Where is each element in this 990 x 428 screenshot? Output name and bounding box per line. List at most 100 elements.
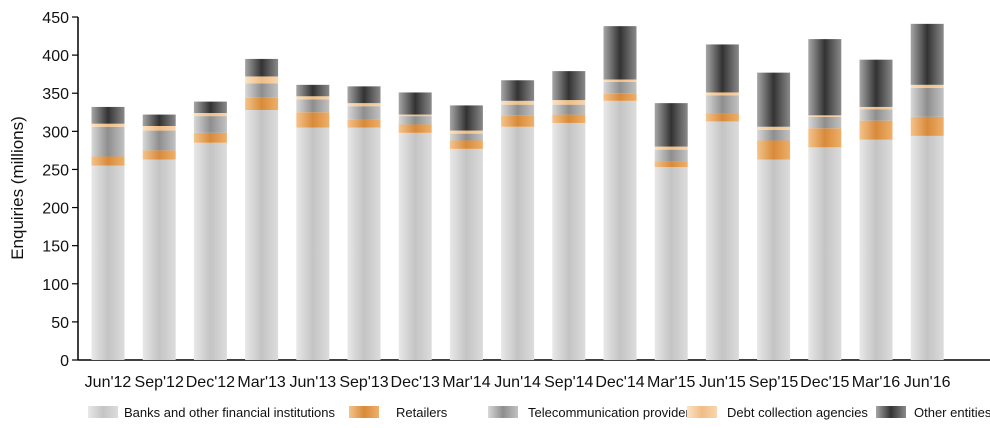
y-tick-label: 300 (42, 124, 69, 141)
bar-stack (347, 86, 381, 361)
legend-item: Debt collection agencies (687, 405, 868, 420)
y-tick-label: 100 (42, 277, 69, 294)
y-tick-label: 150 (42, 239, 69, 256)
bar-stack (91, 106, 125, 360)
bar-segment (654, 146, 688, 150)
bar-segment (603, 26, 637, 80)
bar-stack (705, 44, 739, 361)
bar-segment (347, 127, 381, 361)
legend-label: Debt collection agencies (727, 405, 868, 420)
x-tick-label: Jun'15 (699, 374, 746, 391)
bar-segment (193, 116, 227, 133)
x-tick-label: Jun'13 (289, 374, 336, 391)
bar-segment (910, 135, 944, 360)
x-tick-label: Sep'13 (339, 374, 388, 391)
bar-segment (398, 132, 432, 360)
bar-stack (449, 105, 483, 360)
bar-segment (449, 130, 483, 134)
x-tick-label: Dec'14 (595, 374, 644, 391)
bar-segment (501, 104, 535, 116)
legend-item: Other entities (876, 405, 990, 420)
bar-segment (398, 124, 432, 133)
bar-segment (193, 113, 227, 117)
bar-segment (552, 114, 586, 123)
legend-item: Banks and other financial institutions (88, 405, 336, 420)
x-tick-label: Dec'13 (391, 374, 440, 391)
legend-label: Retailers (396, 405, 448, 420)
bar-segment (757, 140, 791, 160)
bar-stack (808, 39, 842, 360)
legend-swatch (876, 406, 906, 418)
bar-segment (808, 128, 842, 148)
bar-stack (245, 58, 279, 360)
bars (91, 23, 944, 361)
bar-segment (603, 79, 637, 82)
bar-segment (398, 116, 432, 125)
bar-stack (552, 71, 586, 361)
x-tick-label: Dec'15 (800, 374, 849, 391)
y-tick-label: 450 (42, 10, 69, 27)
legend-swatch (488, 406, 518, 418)
bar-segment (705, 44, 739, 93)
x-tick-label: Jun'12 (85, 374, 132, 391)
bar-segment (501, 80, 535, 101)
legend-swatch (349, 406, 379, 418)
bar-segment (501, 115, 535, 127)
y-tick-label: 250 (42, 162, 69, 179)
bar-segment (808, 115, 842, 117)
bar-stack (654, 103, 688, 360)
bar-segment (296, 99, 330, 113)
bar-segment (449, 140, 483, 149)
x-tick-label: Mar'14 (442, 374, 491, 391)
legend: Banks and other financial institutions Re… (88, 405, 990, 420)
x-tick-label: Sep'15 (749, 374, 798, 391)
bar-segment (552, 100, 586, 105)
bar-segment (859, 120, 893, 140)
bar-segment (910, 23, 944, 85)
bar-segment (296, 127, 330, 361)
bar-segment (910, 84, 944, 88)
bar-segment (552, 104, 586, 115)
bar-segment (347, 119, 381, 128)
bar-segment (705, 113, 739, 122)
bar-segment (449, 133, 483, 141)
legend-label: Banks and other financial institutions (124, 405, 336, 420)
bar-stack (859, 59, 893, 360)
bar-segment (654, 161, 688, 168)
bar-segment (91, 126, 125, 157)
bar-segment (142, 130, 176, 151)
bar-stack (603, 26, 637, 360)
bar-segment (142, 159, 176, 360)
legend-item: Telecommunication providers (488, 405, 697, 420)
bar-segment (552, 122, 586, 361)
bar-segment (859, 109, 893, 121)
bar-segment (910, 87, 944, 117)
bar-segment (91, 165, 125, 360)
bar-segment (859, 139, 893, 360)
bar-segment (193, 132, 227, 143)
bar-stack (193, 101, 227, 360)
x-tick-labels: Jun'12 Sep'12 Dec'12 Mar'13 Jun'13 Sep'13 Dec'… (85, 374, 951, 391)
bar-segment (603, 100, 637, 360)
bar-segment (347, 103, 381, 107)
bar-segment (449, 105, 483, 131)
bar-segment (552, 71, 586, 101)
bar-segment (859, 106, 893, 110)
x-tick-label: Mar'15 (647, 374, 696, 391)
legend-swatch (687, 406, 717, 418)
bar-segment (296, 112, 330, 128)
bar-segment (757, 159, 791, 360)
x-tick-label: Jun'14 (494, 374, 541, 391)
legend-swatch (88, 406, 118, 418)
bar-segment (142, 114, 176, 126)
bar-segment (654, 103, 688, 147)
bar-segment (245, 76, 279, 84)
bar-segment (449, 148, 483, 360)
bar-segment (245, 109, 279, 360)
x-tick-label: Mar'13 (237, 374, 286, 391)
bar-segment (808, 116, 842, 129)
bar-segment (91, 156, 125, 166)
bar-segment (245, 83, 279, 98)
x-tick-label: Jun'16 (904, 374, 951, 391)
